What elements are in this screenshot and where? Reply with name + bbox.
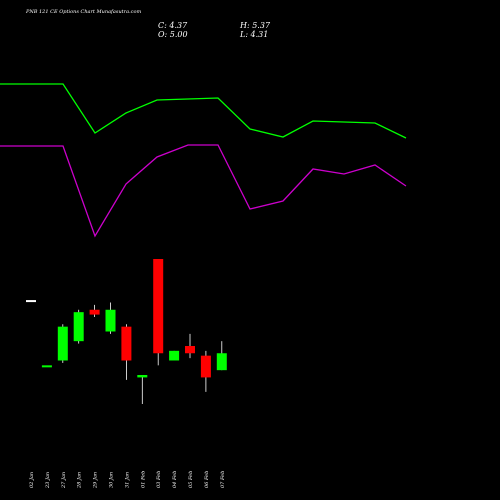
x-tick-label: 28 Jan <box>77 472 83 489</box>
x-tick-label: 27 Jan <box>61 472 67 489</box>
x-tick-label: 05 Feb <box>188 471 194 488</box>
line-series-green <box>0 83 407 139</box>
candle-body <box>153 259 164 354</box>
candle-body <box>26 300 36 303</box>
candle-body <box>216 353 227 371</box>
candle-body <box>41 365 52 368</box>
candle-body <box>89 309 100 315</box>
candle-body <box>169 350 180 361</box>
x-tick-label: 03 Feb <box>156 471 162 488</box>
candle-body <box>185 346 195 354</box>
close-value: C: 4.37 <box>158 21 188 30</box>
x-tick-label: 07 Feb <box>220 471 226 488</box>
candle-body <box>73 312 84 342</box>
candle-body <box>105 309 116 332</box>
x-tick-label: 31 Jan <box>124 472 130 488</box>
x-tick-label: 01 Feb <box>140 471 146 488</box>
x-tick-label: 29 Jan <box>93 472 99 489</box>
high-value: H: 5.37 <box>240 21 271 30</box>
low-value: L: 4.31 <box>240 30 269 39</box>
x-tick-label: 02 Jan <box>29 472 35 488</box>
x-tick-label: 30 Jan <box>109 472 115 488</box>
chart-title: PNB 121 CE Options Chart Munafasutra.com <box>26 9 142 15</box>
x-tick-label: 04 Feb <box>172 471 178 488</box>
open-value: O: 5.00 <box>158 30 188 39</box>
candle-body <box>200 355 211 378</box>
candle-body <box>137 375 148 378</box>
line-series-magenta <box>0 144 407 238</box>
candle-body <box>57 326 68 361</box>
x-tick-label: 23 Jan <box>45 472 51 489</box>
candle-body <box>121 326 132 361</box>
x-tick-label: 06 Feb <box>204 471 210 488</box>
